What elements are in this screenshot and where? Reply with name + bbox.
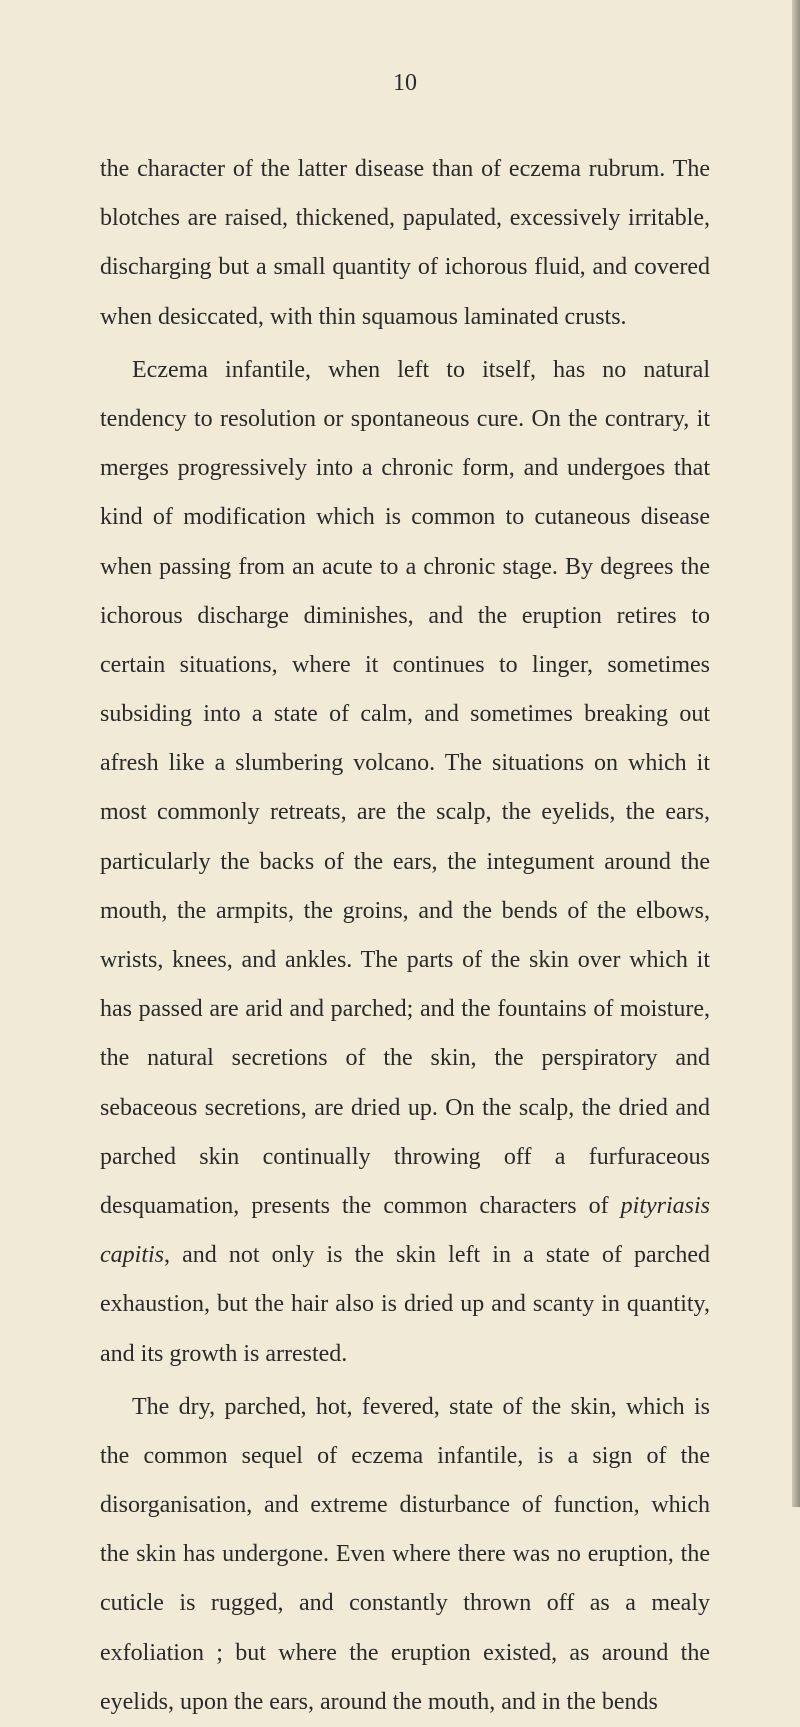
paragraph: the character of the latter disease than… <box>100 145 710 342</box>
paragraph: The dry, parched, hot, fevered, state of… <box>100 1383 710 1727</box>
page-number: 10 <box>100 70 710 97</box>
paragraph: Eczema infantile, when left to itself, h… <box>100 346 710 1379</box>
page-container: 10 the character of the latter disease t… <box>0 0 800 1507</box>
page-edge-shadow <box>792 0 800 1507</box>
body-text: the character of the latter disease than… <box>100 145 710 1727</box>
